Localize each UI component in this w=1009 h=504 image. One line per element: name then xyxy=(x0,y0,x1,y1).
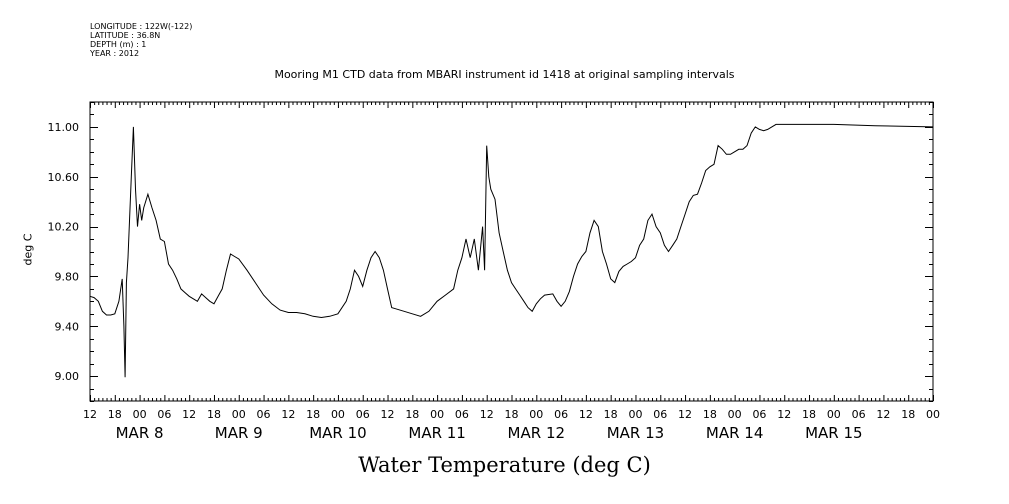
metadata-latitude: LATITUDE : 36.8N xyxy=(90,31,161,40)
x-tick-label-day: MAR 10 xyxy=(309,424,366,442)
x-tick-label-hour: 18 xyxy=(901,408,915,421)
x-tick-label-day: MAR 12 xyxy=(508,424,565,442)
x-tick-label-hour: 12 xyxy=(381,408,395,421)
x-tick-label-hour: 00 xyxy=(133,408,147,421)
x-tick-label-day: MAR 9 xyxy=(215,424,263,442)
chart-title: Mooring M1 CTD data from MBARI instrumen… xyxy=(274,68,735,81)
x-tick-label-hour: 00 xyxy=(628,408,642,421)
x-tick-label-hour: 12 xyxy=(480,408,494,421)
x-tick-label-hour: 12 xyxy=(182,408,196,421)
x-tick-label-day: MAR 11 xyxy=(408,424,465,442)
y-tick-label: 9.40 xyxy=(55,320,80,333)
x-tick-label-day: MAR 14 xyxy=(706,424,763,442)
y-tick-label: 10.20 xyxy=(48,221,80,234)
x-tick-label-hour: 06 xyxy=(852,408,866,421)
x-tick-label-hour: 06 xyxy=(157,408,171,421)
x-tick-label-hour: 18 xyxy=(505,408,519,421)
y-tick-label: 9.00 xyxy=(55,370,80,383)
y-tick-label: 9.80 xyxy=(55,270,80,283)
x-tick-label-hour: 18 xyxy=(703,408,717,421)
y-tick-label: 10.60 xyxy=(48,171,80,184)
x-tick-label-hour: 06 xyxy=(455,408,469,421)
x-tick-label-hour: 12 xyxy=(579,408,593,421)
x-tick-label-day: MAR 13 xyxy=(607,424,664,442)
plot-frame xyxy=(89,101,934,402)
x-tick-label-hour: 00 xyxy=(232,408,246,421)
x-tick-label-hour: 00 xyxy=(827,408,841,421)
x-tick-label-hour: 06 xyxy=(653,408,667,421)
x-tick-label-day: MAR 8 xyxy=(116,424,164,442)
y-tick-label: 11.00 xyxy=(48,121,80,134)
x-tick-label-hour: 06 xyxy=(257,408,271,421)
series-line-water-temperature xyxy=(89,123,934,378)
x-tick-label-hour: 18 xyxy=(802,408,816,421)
x-axis-label: Water Temperature (deg C) xyxy=(358,453,651,477)
x-tick-label-hour: 18 xyxy=(207,408,221,421)
x-tick-label-hour: 00 xyxy=(529,408,543,421)
metadata-year: YEAR : 2012 xyxy=(90,49,140,58)
x-tick-label-hour: 12 xyxy=(777,408,791,421)
x-tick-label-hour: 18 xyxy=(604,408,618,421)
axis-ticks xyxy=(90,102,934,402)
x-tick-label-hour: 18 xyxy=(108,408,122,421)
x-tick-label-hour: 00 xyxy=(728,408,742,421)
x-tick-label-hour: 18 xyxy=(405,408,419,421)
x-tick-label-hour: 06 xyxy=(752,408,766,421)
x-tick-label-hour: 06 xyxy=(554,408,568,421)
x-tick-label-hour: 12 xyxy=(678,408,692,421)
x-tick-label-hour: 00 xyxy=(430,408,444,421)
x-tick-label-hour: 00 xyxy=(926,408,940,421)
x-tick-label-hour: 06 xyxy=(356,408,370,421)
x-tick-label-hour: 12 xyxy=(281,408,295,421)
x-tick-label-hour: 12 xyxy=(876,408,890,421)
metadata-depth: DEPTH (m) : 1 xyxy=(90,40,147,49)
x-tick-label-hour: 18 xyxy=(306,408,320,421)
metadata-longitude: LONGITUDE : 122W(-122) xyxy=(90,22,193,31)
axis-tick-labels: 9.00 9.40 9.80 10.20 10.60 11.00 12 18 00 06 12 18 0… xyxy=(48,121,941,442)
x-tick-label-day: MAR 15 xyxy=(805,424,862,442)
x-tick-label-hour: 12 xyxy=(83,408,97,421)
x-tick-label-hour: 00 xyxy=(331,408,345,421)
